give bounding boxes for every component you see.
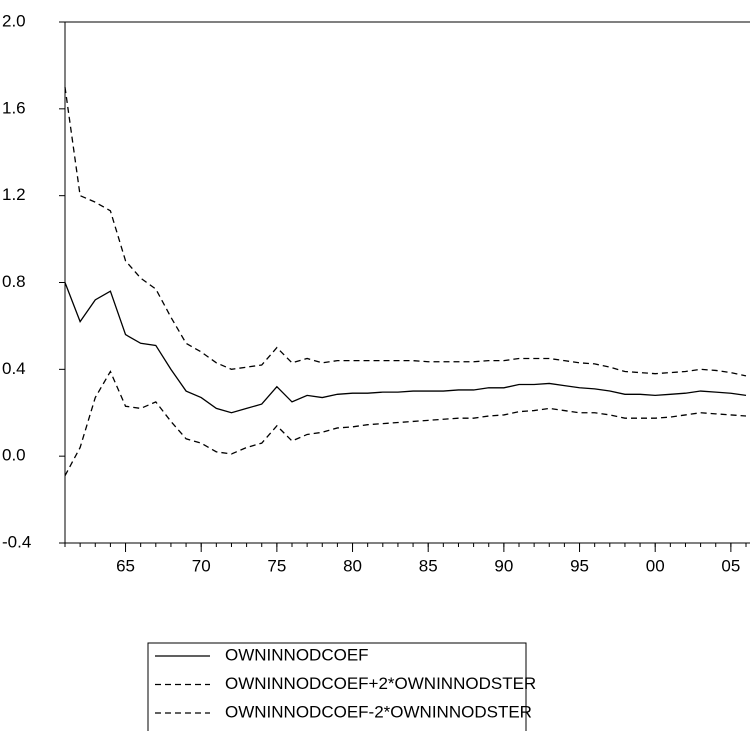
x-tick-label: 00 [646, 556, 665, 575]
x-tick-label: 05 [721, 556, 740, 575]
y-tick-label: -0.4 [2, 532, 31, 551]
x-tick-label: 70 [192, 556, 211, 575]
legend-box [147, 642, 527, 731]
legend-label: OWNINNODCOEF+2*OWNINNODSTER [225, 674, 536, 693]
x-tick-label: 80 [343, 556, 362, 575]
y-tick-label: 1.6 [2, 98, 26, 117]
legend-label: OWNINNODCOEF-2*OWNINNODSTER [225, 702, 532, 721]
y-tick-label: 1.2 [2, 185, 26, 204]
y-tick-label: 0.4 [2, 359, 26, 378]
x-tick-label: 65 [116, 556, 135, 575]
x-tick-label: 75 [267, 556, 286, 575]
plot-frame [64, 21, 750, 544]
legend-label: OWNINNODCOEF [225, 645, 369, 664]
x-tick-label: 90 [494, 556, 513, 575]
y-tick-label: 2.0 [2, 11, 26, 30]
y-tick-label: 0.8 [2, 272, 26, 291]
series-line [64, 370, 747, 477]
y-tick-label: 0.0 [2, 446, 26, 465]
series-line [64, 282, 747, 414]
x-tick-label: 95 [570, 556, 589, 575]
series-line [64, 87, 747, 377]
x-tick-label: 85 [419, 556, 438, 575]
